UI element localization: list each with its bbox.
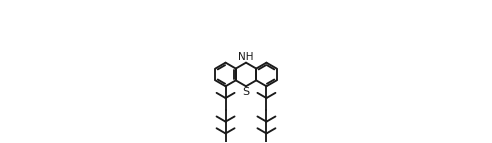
Text: NH: NH (238, 52, 254, 62)
Text: S: S (243, 87, 249, 97)
